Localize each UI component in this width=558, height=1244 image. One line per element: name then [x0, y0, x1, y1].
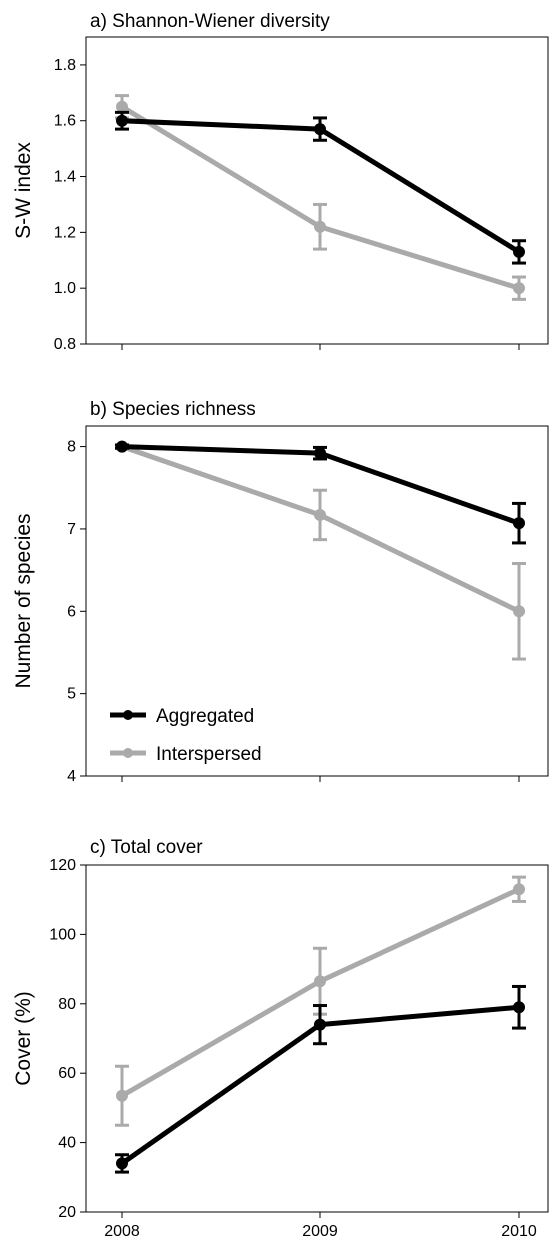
- chart-panel-1: a) Shannon-Wiener diversity 0.8 1.0 1.2 1.4 1…: [12, 11, 549, 353]
- chart-title: a) Shannon-Wiener diversity: [90, 11, 330, 32]
- y-tick-label: 8: [67, 439, 76, 456]
- y-tick-label: 6: [67, 603, 76, 620]
- y-tick-label: 1.4: [54, 169, 76, 186]
- data-point-interspersed: [513, 883, 525, 896]
- y-tick-label: 7: [67, 521, 76, 538]
- y-tick-label: 1.8: [54, 57, 76, 74]
- legend: Aggregated Interspersed: [110, 706, 262, 765]
- y-tick-label: 1.2: [54, 224, 76, 241]
- data-point-aggregated: [116, 440, 128, 453]
- y-tick-label: 20: [58, 1204, 76, 1221]
- data-point-interspersed: [116, 1089, 128, 1102]
- plot-frame: [85, 36, 549, 345]
- y-tick-label: 120: [49, 857, 76, 874]
- data-point-interspersed: [314, 975, 326, 988]
- legend-marker-interspersed: [123, 748, 133, 758]
- y-tick-label: 0.8: [54, 336, 76, 353]
- y-tick-label: 100: [49, 926, 76, 943]
- data-point-aggregated: [513, 245, 525, 258]
- legend-label: Interspersed: [156, 744, 262, 765]
- y-tick-label: 1.6: [54, 113, 76, 130]
- y-tick-label: 4: [67, 768, 76, 785]
- y-tick-label: 60: [58, 1065, 76, 1082]
- data-point-aggregated: [314, 1018, 326, 1031]
- y-tick-label: 5: [67, 686, 76, 703]
- chart-panel-3: c) Total cover 20 40 60 80 100 120 2008 2009 2010…: [12, 837, 549, 1240]
- y-tick-label: 1.0: [54, 280, 76, 297]
- x-tick-label: 2009: [302, 1223, 338, 1240]
- x-tick-label: 2010: [501, 1223, 537, 1240]
- data-point-interspersed: [314, 508, 326, 521]
- y-axis-label: S-W index: [12, 142, 35, 239]
- y-axis-label: Cover (%): [12, 991, 35, 1086]
- data-point-aggregated: [513, 517, 525, 530]
- x-tick-label: 2008: [104, 1223, 140, 1240]
- y-axis-label: Number of species: [12, 513, 35, 688]
- chart-panel-2: b) Species richness 4 5 6 7 8 Number of specie…: [12, 399, 549, 785]
- legend-marker-aggregated: [123, 710, 133, 720]
- data-point-aggregated: [314, 447, 326, 460]
- chart-title: b) Species richness: [90, 399, 256, 420]
- data-point-aggregated: [513, 1001, 525, 1014]
- plot-frame: [85, 864, 549, 1213]
- data-point-interspersed: [116, 100, 128, 113]
- y-tick-label: 40: [58, 1135, 76, 1152]
- chart-title: c) Total cover: [90, 837, 203, 858]
- plot-frame: [85, 425, 549, 777]
- data-point-interspersed: [314, 220, 326, 233]
- data-point-interspersed: [513, 282, 525, 295]
- data-point-aggregated: [116, 114, 128, 127]
- legend-label: Aggregated: [156, 706, 254, 727]
- data-point-aggregated: [116, 1157, 128, 1170]
- data-point-interspersed: [513, 605, 525, 618]
- data-point-aggregated: [314, 123, 326, 136]
- y-tick-label: 80: [58, 996, 76, 1013]
